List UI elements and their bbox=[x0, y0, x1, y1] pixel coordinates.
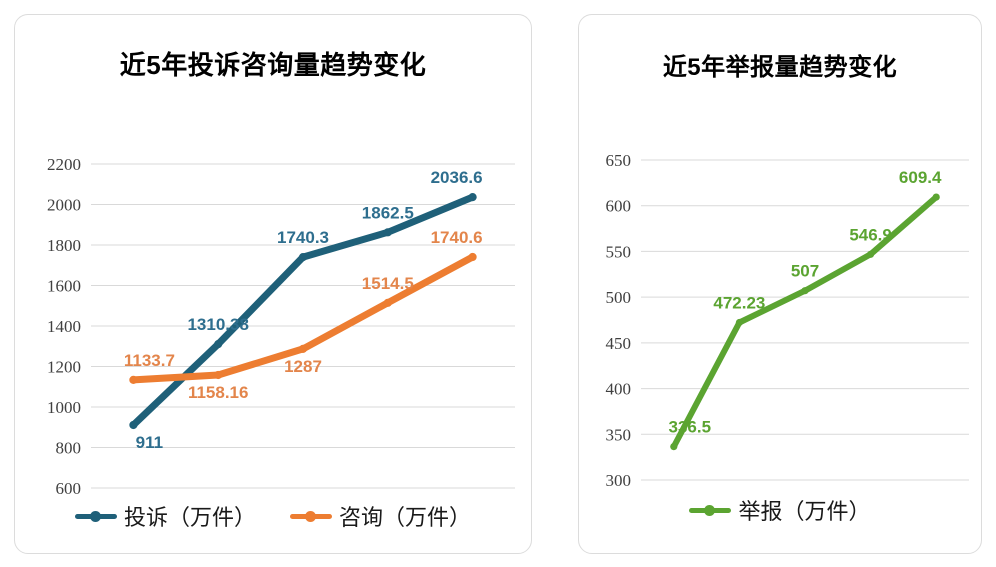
series-line-0 bbox=[670, 194, 940, 450]
legend-item-0[interactable]: 举报（万件） bbox=[689, 494, 871, 526]
data-label: 2036.6 bbox=[431, 168, 483, 187]
data-label: 336.5 bbox=[669, 418, 712, 437]
y-axis-tick-label: 400 bbox=[606, 379, 632, 398]
data-point bbox=[129, 420, 138, 429]
data-point bbox=[932, 193, 940, 201]
chart-card-reports: 近5年举报量趋势变化 3003504004505005506006502021年… bbox=[578, 14, 982, 554]
legend-label: 咨询（万件） bbox=[339, 504, 472, 530]
data-label: 1133.7 bbox=[124, 350, 175, 369]
y-axis-tick-label: 300 bbox=[606, 471, 632, 488]
legend-line-marker-icon bbox=[74, 509, 117, 523]
legend-label: 投诉（万件） bbox=[123, 504, 256, 530]
data-label: 546.9 bbox=[849, 225, 892, 244]
y-axis-tick-label: 600 bbox=[56, 479, 82, 494]
data-label: 1287 bbox=[284, 356, 322, 375]
data-label: 1740.6 bbox=[431, 228, 483, 247]
y-axis-tick-label: 500 bbox=[606, 288, 632, 307]
y-axis-tick-label: 1400 bbox=[47, 317, 81, 336]
y-axis-tick-label: 450 bbox=[606, 334, 632, 353]
data-point bbox=[801, 287, 809, 295]
page-title-complaints: 近5年投诉咨询量趋势变化 bbox=[119, 50, 427, 80]
chart-card-complaints: 近5年投诉咨询量趋势变化 600 800 1000 1200 1400 1600 1800 2… bbox=[14, 14, 532, 554]
data-point bbox=[214, 370, 223, 379]
data-label: 1862.5 bbox=[362, 203, 414, 222]
legend-item-1[interactable]: 咨询（万件） bbox=[290, 500, 471, 532]
legend-line-marker-icon bbox=[689, 503, 732, 517]
page-title-reports: 近5年举报量趋势变化 bbox=[662, 54, 898, 81]
data-point bbox=[298, 252, 308, 261]
line-chart-reports: 3003504004505005506006502021年2022年2023年2… bbox=[606, 151, 969, 488]
data-point bbox=[383, 298, 392, 307]
data-point bbox=[468, 192, 477, 201]
chart-area-complaints: 60080010001200140016001800200022002021年2… bbox=[15, 104, 531, 494]
data-label: 507 bbox=[791, 262, 819, 281]
y-axis-tick-label: 350 bbox=[606, 425, 632, 444]
data-label: 609.4 bbox=[899, 168, 942, 187]
y-axis-tick-label: 1200 bbox=[47, 357, 81, 376]
y-axis-tick-label: 1000 bbox=[47, 398, 81, 417]
data-label: 472.23 bbox=[713, 293, 765, 312]
legend-label: 举报（万件） bbox=[738, 498, 871, 524]
data-point bbox=[735, 318, 743, 327]
data-point bbox=[383, 227, 392, 236]
y-axis-tick-label: 800 bbox=[56, 438, 82, 457]
y-axis-tick-label: 550 bbox=[606, 242, 632, 261]
data-point bbox=[468, 252, 477, 261]
data-point bbox=[129, 375, 138, 384]
data-point bbox=[298, 344, 308, 353]
data-point bbox=[867, 250, 875, 258]
data-label: 1310.38 bbox=[187, 315, 248, 334]
data-point bbox=[214, 339, 223, 348]
y-axis-tick-label: 1600 bbox=[47, 276, 81, 295]
y-axis-tick-label: 1800 bbox=[47, 236, 81, 255]
y-axis-tick-label: 600 bbox=[606, 197, 632, 216]
data-label: 911 bbox=[136, 433, 163, 452]
chart-legend-complaints: 投诉（万件） 咨询（万件） bbox=[15, 500, 531, 532]
legend-item-0[interactable]: 投诉（万件） bbox=[74, 500, 256, 532]
y-axis-tick-label: 2000 bbox=[47, 195, 81, 214]
data-label: 1740.3 bbox=[277, 228, 329, 247]
data-label: 1514.5 bbox=[362, 273, 414, 292]
y-axis-tick-label: 2200 bbox=[47, 155, 81, 174]
data-point bbox=[670, 442, 678, 451]
data-label: 1158.16 bbox=[188, 383, 249, 402]
legend-line-marker-icon bbox=[290, 509, 332, 523]
chart-legend-reports: 举报（万件） bbox=[579, 494, 981, 526]
chart-area-reports: 3003504004505005506006502021年2022年2023年2… bbox=[579, 102, 981, 488]
line-chart-complaints: 60080010001200140016001800200022002021年2… bbox=[47, 155, 515, 494]
y-axis-tick-label: 650 bbox=[606, 151, 632, 170]
